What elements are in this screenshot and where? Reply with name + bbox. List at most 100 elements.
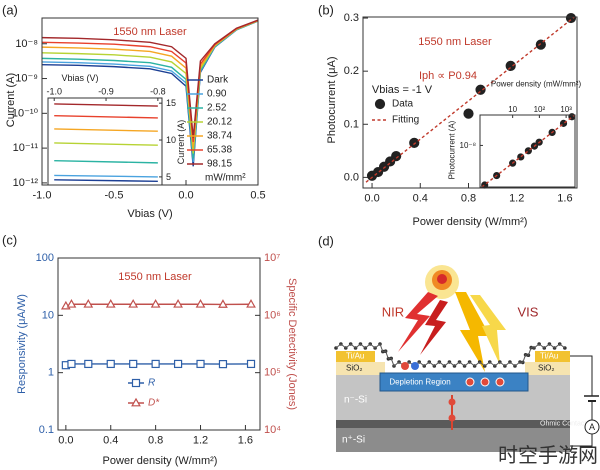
y-tick-label: 0.0: [344, 171, 359, 183]
legend-label: 65.38: [207, 145, 232, 156]
x-tick-label: 0.0: [364, 192, 379, 204]
data-point: [173, 299, 183, 308]
x-tick-label: -0.9: [98, 87, 114, 97]
series-line: [365, 17, 576, 183]
carrier: [448, 414, 456, 422]
data-point: [391, 151, 402, 162]
legend-entry: D*: [128, 398, 160, 409]
chart-panel: -1.0 -0.9 -0.8 5 10 15 Vbias (V) Current (A): [46, 73, 186, 186]
x-axis-label: Power density (mW/mm²): [491, 80, 582, 89]
y-tick-label: 10: [166, 135, 176, 145]
data-point: [409, 137, 420, 148]
legend-marker: [374, 98, 386, 110]
carrier: [480, 377, 490, 387]
legend-entry: 98.15: [187, 159, 232, 170]
y-tick-label: 5: [166, 172, 171, 182]
series-line: [54, 114, 158, 119]
series-line: [54, 159, 158, 164]
y-tick-label: 10⁻¹⁰: [12, 107, 39, 119]
y-tick-label: 10⁶: [264, 309, 281, 321]
vis-beam: [455, 292, 490, 372]
carrier: [448, 398, 456, 406]
data-point: [66, 299, 77, 308]
y-tick-label: 0.3: [344, 12, 359, 24]
n-plus-label: n⁺-Si: [342, 435, 365, 446]
x-tick-label: -1.0: [33, 189, 52, 201]
plot-area: [48, 98, 162, 185]
series-line: [42, 19, 258, 138]
sio2-label: SiO₂: [346, 364, 362, 373]
annotation: 1550 nm Laser: [113, 26, 187, 38]
x-tick-label: 0.0: [58, 434, 73, 446]
y-axis-label: Current (A): [5, 73, 17, 127]
y-tick-label: 10⁻¹¹: [13, 142, 39, 154]
device-diagram: (d) NIR VIS Depletion Region Ti/Au Ti/Au…: [318, 234, 600, 467]
y-tick-label: 1: [48, 367, 54, 379]
data-point: [505, 60, 516, 71]
panel-label: (d): [318, 234, 334, 249]
legend-label: 2.52: [207, 103, 227, 114]
plot-frame: [47, 97, 163, 186]
wire: [570, 434, 593, 447]
annotation: Vbias = -1 V: [372, 84, 433, 96]
x-tick-label: -0.8: [150, 87, 166, 97]
x-axis-label: Power density (W/mm²): [103, 455, 218, 467]
data-point: [463, 108, 474, 119]
x-tick-label: 10³: [560, 105, 572, 114]
series-line: [54, 179, 158, 183]
legend-entry: R: [128, 378, 155, 389]
carrier: [401, 362, 409, 370]
legend-label: 98.15: [207, 159, 232, 170]
y-tick-label: 10⁵: [264, 367, 281, 379]
series-line: [65, 363, 252, 366]
chart-panel: 0.0 0.4 0.8 1.2 1.6 0.0 0.1 0.2 0.3 Power density…: [318, 3, 578, 228]
graphene-bond: [335, 343, 566, 367]
x-tick-label: 10: [508, 105, 517, 114]
depletion-label: Depletion Region: [389, 378, 450, 387]
y-tick-label: 10⁻⁹: [15, 73, 38, 85]
data-point: [128, 299, 139, 308]
panel-label: (c): [2, 233, 17, 248]
ti-au-left: [336, 351, 375, 362]
data-point: [565, 12, 577, 24]
y-tick-label: 10⁷: [264, 252, 280, 264]
legend-entry: Data: [374, 98, 414, 110]
y-tick-label: 10⁻⁸: [15, 38, 38, 50]
legend-label: D*: [148, 398, 160, 409]
x-tick-label: 0.8: [461, 192, 476, 204]
data-point: [105, 299, 116, 308]
plot-frame: [362, 16, 578, 189]
watermark: 时空手游网: [498, 444, 598, 467]
x-axis-label: Vbias (V): [127, 208, 172, 220]
y-tick-label: 100: [36, 252, 54, 264]
y-axis-label: Responsivity (μA/W): [16, 294, 28, 394]
data-point: [173, 359, 183, 369]
y-tick-label: 15: [166, 98, 176, 108]
nir-label: NIR: [382, 305, 404, 320]
series-line: [54, 174, 158, 178]
x-tick-label: -1.0: [46, 87, 62, 97]
carrier: [411, 362, 419, 370]
legend-label: 0.90: [207, 89, 227, 100]
data-point: [195, 299, 206, 308]
chart-panel: 10 10² 10³ 10⁻⁸ Power density (mW/mm²) Photoc…: [448, 80, 582, 189]
legend-label: 38.74: [207, 131, 232, 142]
data-point: [246, 299, 256, 308]
legend-label: R: [148, 378, 155, 389]
light-core: [437, 274, 447, 284]
x-tick-label: 0.4: [413, 192, 428, 204]
data-point: [83, 299, 94, 308]
series-line: [54, 128, 158, 132]
x-tick-label: 1.2: [193, 434, 208, 446]
n-plus-layer: [336, 428, 570, 452]
y-tick-label: 0.2: [344, 65, 359, 77]
legend-marker: [131, 397, 141, 407]
ti-au-label: Ti/Au: [346, 352, 364, 361]
legend-entry: 0.90: [187, 89, 227, 100]
series-line: [65, 303, 252, 307]
n-minus-label: n⁻-Si: [344, 395, 367, 406]
y-tick-label: 10⁴: [264, 424, 281, 436]
series-line: [481, 115, 575, 187]
